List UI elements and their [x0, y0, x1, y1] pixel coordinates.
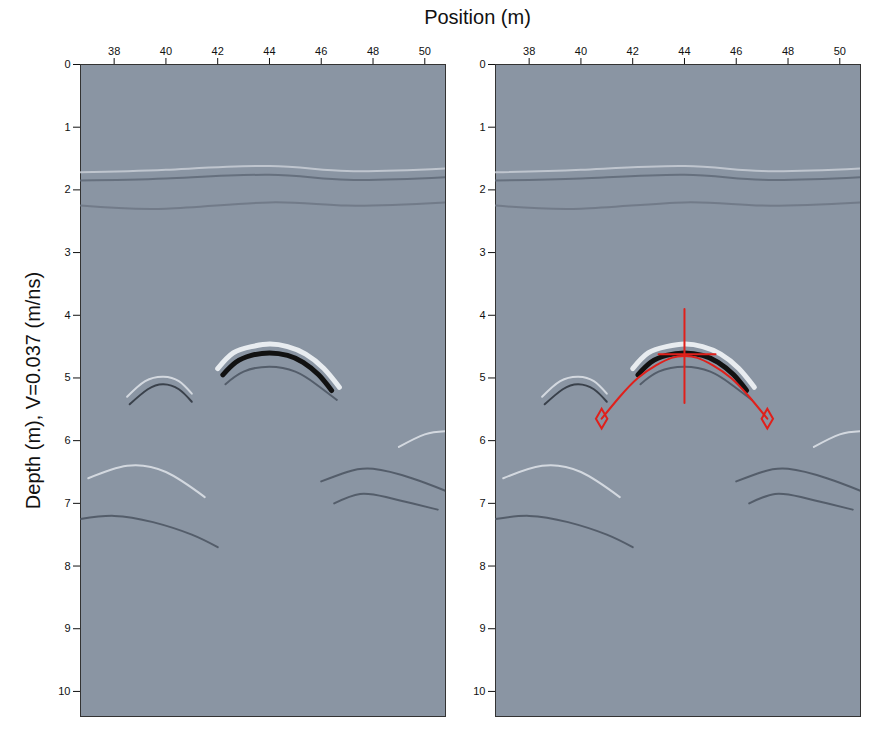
svg-text:4: 4	[64, 309, 70, 321]
svg-text:44: 44	[263, 45, 275, 57]
svg-text:3: 3	[479, 246, 485, 258]
svg-text:46: 46	[315, 45, 327, 57]
svg-text:2: 2	[64, 183, 70, 195]
svg-text:9: 9	[64, 622, 70, 634]
svg-text:44: 44	[678, 45, 690, 57]
svg-text:Depth (m), V=0.037 (m/ns): Depth (m), V=0.037 (m/ns)	[22, 272, 44, 509]
svg-text:9: 9	[479, 622, 485, 634]
svg-text:42: 42	[212, 45, 224, 57]
svg-text:50: 50	[419, 45, 431, 57]
svg-text:7: 7	[479, 497, 485, 509]
svg-text:46: 46	[730, 45, 742, 57]
svg-text:38: 38	[108, 45, 120, 57]
svg-text:8: 8	[64, 560, 70, 572]
svg-text:1: 1	[479, 121, 485, 133]
svg-text:2: 2	[479, 183, 485, 195]
svg-text:38: 38	[523, 45, 535, 57]
svg-text:8: 8	[479, 560, 485, 572]
svg-text:1: 1	[64, 121, 70, 133]
svg-text:4: 4	[479, 309, 485, 321]
svg-text:10: 10	[473, 685, 485, 697]
svg-text:40: 40	[575, 45, 587, 57]
svg-text:50: 50	[834, 45, 846, 57]
svg-text:5: 5	[64, 371, 70, 383]
svg-text:42: 42	[627, 45, 639, 57]
svg-text:0: 0	[479, 58, 485, 70]
svg-text:7: 7	[64, 497, 70, 509]
html-text:Position (m): Position (m)	[424, 6, 531, 28]
svg-text:6: 6	[479, 434, 485, 446]
svg-text:3: 3	[64, 246, 70, 258]
svg-text:40: 40	[160, 45, 172, 57]
svg-text:48: 48	[782, 45, 794, 57]
svg-text:5: 5	[479, 371, 485, 383]
svg-text:10: 10	[58, 685, 70, 697]
svg-text:6: 6	[64, 434, 70, 446]
svg-text:48: 48	[367, 45, 379, 57]
svg-text:0: 0	[64, 58, 70, 70]
